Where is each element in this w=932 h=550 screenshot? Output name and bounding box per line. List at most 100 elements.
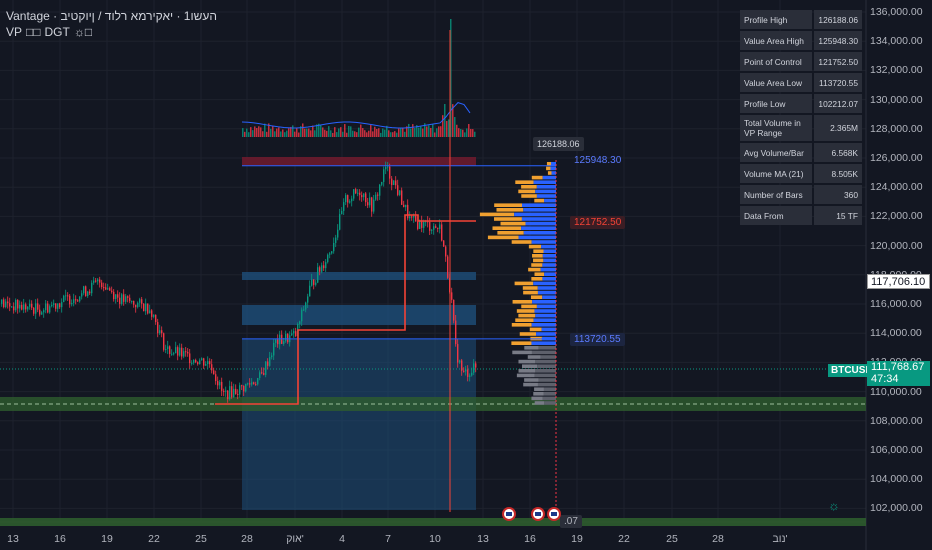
vp-bar-sell bbox=[511, 341, 532, 345]
vp-bar-sell bbox=[518, 359, 536, 364]
candle-body bbox=[455, 320, 457, 345]
candle-body bbox=[223, 390, 225, 392]
volume-bar bbox=[264, 123, 266, 137]
tradingview-logo-icon: ☼ bbox=[828, 498, 840, 513]
vp-bar-sell bbox=[521, 304, 537, 309]
vp-bar-buy bbox=[521, 217, 556, 221]
vp-bar-sell bbox=[521, 194, 537, 198]
vp-bar-sell bbox=[534, 198, 545, 203]
time-tick-label: 22 bbox=[148, 533, 160, 545]
vp-bar-buy bbox=[541, 327, 556, 332]
volume-bar bbox=[426, 126, 428, 137]
volume-bar bbox=[320, 125, 322, 137]
candle-body bbox=[303, 309, 305, 311]
volume-bar bbox=[448, 119, 450, 137]
candle-body bbox=[61, 302, 63, 308]
chart-zones bbox=[0, 157, 866, 526]
candle-body bbox=[347, 195, 349, 203]
vp-bar-buy bbox=[535, 313, 556, 318]
candle-body bbox=[135, 304, 137, 308]
volume-bar bbox=[250, 127, 252, 137]
candle-body bbox=[187, 351, 189, 354]
stats-value: 360 bbox=[814, 185, 862, 204]
candle-body bbox=[277, 339, 279, 345]
val-tag: 113720.55 bbox=[570, 333, 625, 346]
us-flag-icon[interactable] bbox=[547, 507, 561, 521]
volume-bar bbox=[418, 127, 420, 137]
indicator-legend[interactable]: VP □□ DGT ☼□ bbox=[6, 25, 96, 39]
vp-bar-buy bbox=[536, 332, 556, 336]
candle-body bbox=[185, 351, 187, 353]
volume-bar bbox=[346, 132, 348, 137]
vp-bar-sell bbox=[511, 323, 532, 327]
indicator-dgt[interactable]: DGT bbox=[44, 25, 70, 39]
volume-bar bbox=[410, 128, 412, 137]
candle-body bbox=[33, 307, 35, 314]
candle-body bbox=[243, 385, 245, 392]
vp-bar-sell bbox=[487, 235, 519, 240]
candle-body bbox=[395, 180, 397, 186]
candle-body bbox=[241, 385, 243, 387]
candle-body bbox=[35, 303, 37, 314]
vp-bar-buy bbox=[542, 295, 556, 299]
candle-body bbox=[77, 300, 79, 302]
candle-body bbox=[461, 360, 463, 371]
volume-bar bbox=[456, 124, 458, 137]
vp-bar-buy bbox=[550, 166, 556, 171]
volume-bar bbox=[420, 126, 422, 137]
candle-body bbox=[349, 201, 351, 203]
volume-bar bbox=[358, 127, 360, 137]
volume-bar bbox=[270, 128, 272, 137]
candle-body bbox=[283, 341, 285, 344]
stats-value: 113720.55 bbox=[814, 73, 862, 92]
candle-body bbox=[17, 299, 19, 309]
vp-bar-buy bbox=[542, 263, 556, 267]
candles bbox=[1, 161, 477, 403]
volume-bar bbox=[444, 103, 446, 137]
candle-body bbox=[225, 390, 227, 392]
us-flag-icon[interactable] bbox=[502, 507, 516, 521]
candle-body bbox=[331, 251, 333, 254]
volume-bar bbox=[292, 125, 294, 137]
price-tick-label: 110,000.00 bbox=[870, 385, 922, 398]
candle-body bbox=[465, 369, 467, 372]
volume-bar bbox=[254, 126, 256, 137]
profile-stats-table: Profile High 126188.06 Value Area High 1259… bbox=[738, 8, 864, 227]
time-tick-label: 13 bbox=[7, 533, 19, 545]
candle-body bbox=[23, 304, 25, 310]
candle-body bbox=[433, 226, 435, 230]
volume-bar bbox=[278, 127, 280, 137]
candle-body bbox=[397, 185, 399, 195]
volume-bar bbox=[432, 124, 434, 137]
vp-bar-sell bbox=[492, 226, 522, 230]
vp-bar-buy bbox=[537, 290, 556, 295]
volume-bar bbox=[354, 131, 356, 137]
vp-bar-buy bbox=[542, 396, 556, 401]
candle-body bbox=[345, 195, 347, 203]
volume-bar bbox=[472, 129, 474, 137]
candle-body bbox=[369, 197, 371, 206]
candle-body bbox=[439, 224, 441, 229]
price-tick-label: 114,000.00 bbox=[870, 327, 922, 340]
candle-body bbox=[239, 385, 241, 395]
vp-bar-buy bbox=[534, 373, 556, 378]
volume-bar bbox=[386, 125, 388, 137]
candle-body bbox=[125, 296, 127, 302]
volume-bar bbox=[388, 130, 390, 137]
indicator-vp[interactable]: VP bbox=[6, 25, 23, 39]
candle-body bbox=[123, 294, 125, 302]
vp-bar-sell bbox=[522, 364, 538, 368]
vp-bar-sell bbox=[514, 281, 534, 286]
candle-body bbox=[375, 194, 377, 200]
vp-bar-buy bbox=[551, 171, 556, 175]
volume-bar bbox=[348, 125, 350, 137]
candle-body bbox=[129, 297, 131, 302]
volume-bar bbox=[342, 131, 344, 137]
candle-body bbox=[237, 394, 239, 396]
candle-body bbox=[265, 361, 267, 375]
support-band bbox=[0, 518, 866, 526]
us-flag-icon[interactable] bbox=[531, 507, 545, 521]
vp-bar-sell bbox=[530, 295, 543, 299]
volume-bar bbox=[436, 128, 438, 137]
